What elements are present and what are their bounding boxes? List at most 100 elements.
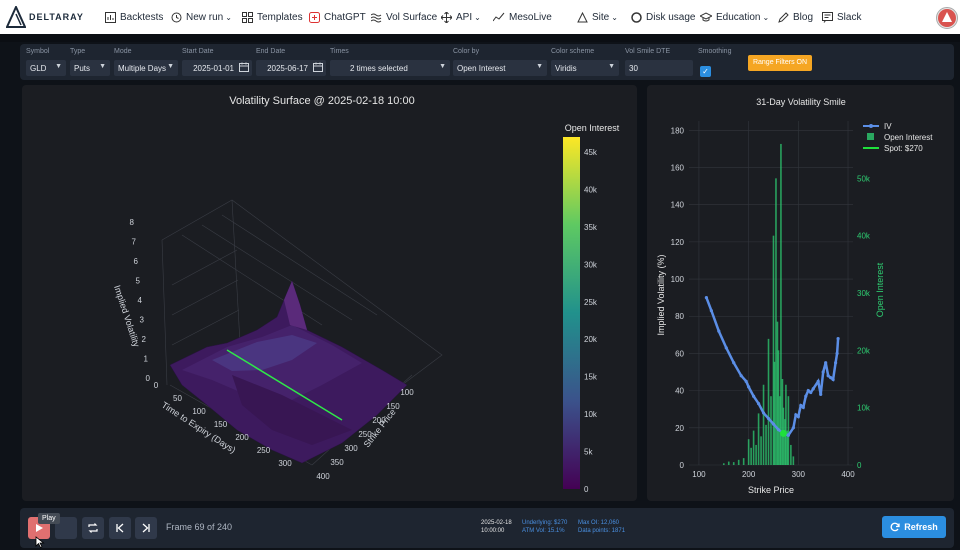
step-forward-button[interactable]: [135, 517, 157, 539]
symbol-label: Symbol: [26, 48, 50, 55]
oi-bar: [755, 444, 757, 465]
legend-spot: Spot: $270: [884, 144, 923, 153]
colorbar-ticks: 0 5k 10k 15k 20k 25k 30k 35k 40k 45k: [584, 148, 598, 494]
oi-bar: [792, 456, 795, 465]
end-date-input[interactable]: 2025-06-17: [256, 60, 326, 76]
times-select[interactable]: 2 times selected ▼: [330, 60, 450, 76]
check-icon: ✓: [702, 67, 709, 76]
stop-button[interactable]: [55, 517, 77, 539]
nav-chatgpt[interactable]: ChatGPT: [309, 9, 366, 25]
skip-forward-icon: [142, 523, 150, 533]
x-tick-label: 300: [278, 459, 292, 468]
nav-backtests[interactable]: Backtests: [105, 9, 163, 25]
z-axis-ticks: 0 1 2 3 4 5 6 7 8: [130, 218, 151, 383]
color-by-label: Color by: [453, 48, 480, 55]
z-tick-label: 3: [140, 316, 145, 325]
x-tick-label: 200: [235, 433, 249, 442]
iv-point: [752, 394, 756, 398]
step-back-button[interactable]: [109, 517, 131, 539]
smile-dte-label: Vol Smile DTE: [625, 48, 671, 55]
oi-bar: [742, 458, 745, 465]
range-filters-button[interactable]: Range Filters ON: [748, 55, 812, 71]
iv-point: [761, 411, 766, 415]
oi-bar: [760, 436, 762, 465]
refresh-button[interactable]: Refresh: [882, 516, 946, 538]
symbol-select[interactable]: GLD ▼: [26, 60, 66, 76]
nav-slack[interactable]: Slack: [822, 9, 861, 25]
chatgpt-icon: [309, 11, 320, 23]
smile-y-tick-label: 20: [675, 424, 684, 433]
nav-new-run-label: New run: [186, 11, 224, 23]
nav-education[interactable]: Education ⌄: [700, 9, 769, 25]
chevron-down-icon: ⌄: [474, 12, 481, 22]
nav-disk-usage[interactable]: Disk usage: [631, 9, 695, 25]
smile-dte-input[interactable]: 30: [625, 60, 693, 76]
move-icon: [441, 11, 452, 23]
loop-button[interactable]: [82, 517, 104, 539]
color-scheme-label: Color scheme: [551, 48, 595, 55]
nav-templates[interactable]: Templates: [242, 9, 303, 25]
start-date-value: 2025-01-01: [193, 63, 234, 73]
nav-blog[interactable]: Blog: [778, 9, 813, 25]
end-date-label: End Date: [256, 48, 286, 55]
nav-mesolive[interactable]: MesoLive: [493, 9, 552, 25]
z-tick-label: 2: [142, 335, 147, 344]
x-tick-label: 150: [214, 420, 228, 429]
smoothing-checkbox[interactable]: ✓: [700, 66, 711, 77]
play-icon: [36, 524, 43, 532]
z-axis-label: Implied Volatility: [112, 284, 142, 349]
smile-chart[interactable]: 31-Day Volatility Smile 100 200 300 400 020…: [647, 85, 954, 501]
color-by-select[interactable]: Open Interest ▼: [453, 60, 547, 76]
x-tick-label: 0: [154, 381, 159, 390]
smile-panel: 31-Day Volatility Smile 100 200 300 400 0 20…: [647, 85, 954, 501]
brand-logo[interactable]: DELTARAY: [6, 5, 84, 29]
nav-api[interactable]: API ⌄: [441, 9, 481, 25]
iv-point: [834, 361, 838, 365]
oi-bar: [747, 439, 750, 465]
calendar-icon[interactable]: [313, 62, 323, 72]
nav-vol-surface[interactable]: Vol Surface: [371, 9, 437, 25]
oi-bar: [781, 379, 784, 465]
caret-down-icon: ▼: [439, 63, 446, 70]
smoothing-label: Smoothing: [698, 48, 732, 55]
iv-line: [705, 297, 840, 437]
iv-point: [821, 370, 825, 374]
nav-new-run[interactable]: New run ⌄: [171, 9, 232, 25]
iv-point: [791, 426, 795, 430]
iv-point: [786, 433, 790, 437]
z-tick-label: 8: [130, 218, 135, 227]
stat-max-oi: Max OI: 12,060: [578, 520, 620, 526]
nav-disk-usage-label: Disk usage: [646, 11, 696, 23]
stat-underlying: Underlying: $270: [522, 520, 568, 526]
type-select[interactable]: Puts ▼: [70, 60, 110, 76]
smile-dte-value: 30: [629, 63, 638, 73]
x-tick-label: 100: [192, 407, 206, 416]
mode-select[interactable]: Multiple Days ▼: [114, 60, 178, 76]
smile-x-tick-label: 300: [792, 470, 806, 479]
iv-point: [744, 379, 748, 383]
surface-plot[interactable]: Volatility Surface @ 2025-02-18 10:00 0 1…: [22, 85, 637, 501]
colorbar-tick-label: 0: [584, 485, 589, 494]
avatar[interactable]: [936, 7, 958, 29]
history-icon: [171, 12, 182, 22]
nav-templates-label: Templates: [257, 11, 303, 23]
color-scheme-select[interactable]: Viridis ▼: [551, 60, 619, 76]
brand-name: DELTARAY: [29, 12, 84, 22]
chat-icon: [822, 11, 833, 23]
start-date-input[interactable]: 2025-01-01: [182, 60, 252, 76]
caret-down-icon: ▼: [536, 63, 543, 70]
nav-site[interactable]: Site ⌄: [577, 9, 618, 25]
smile-y2-tick-label: 10k: [857, 404, 871, 413]
x-tick-label: 50: [173, 394, 182, 403]
colorbar-tick-label: 45k: [584, 148, 598, 157]
smile-y-label: Implied Volatility (%): [656, 254, 666, 335]
iv-point: [766, 416, 771, 421]
iv-point: [819, 392, 823, 396]
calendar-icon[interactable]: [239, 62, 249, 72]
nav-education-label: Education: [716, 11, 761, 23]
mouse-cursor-icon: [35, 536, 45, 548]
mode-label: Mode: [114, 48, 132, 55]
oi-bar: [786, 430, 789, 465]
nav-mesolive-label: MesoLive: [509, 11, 552, 23]
oi-bar: [777, 350, 780, 465]
